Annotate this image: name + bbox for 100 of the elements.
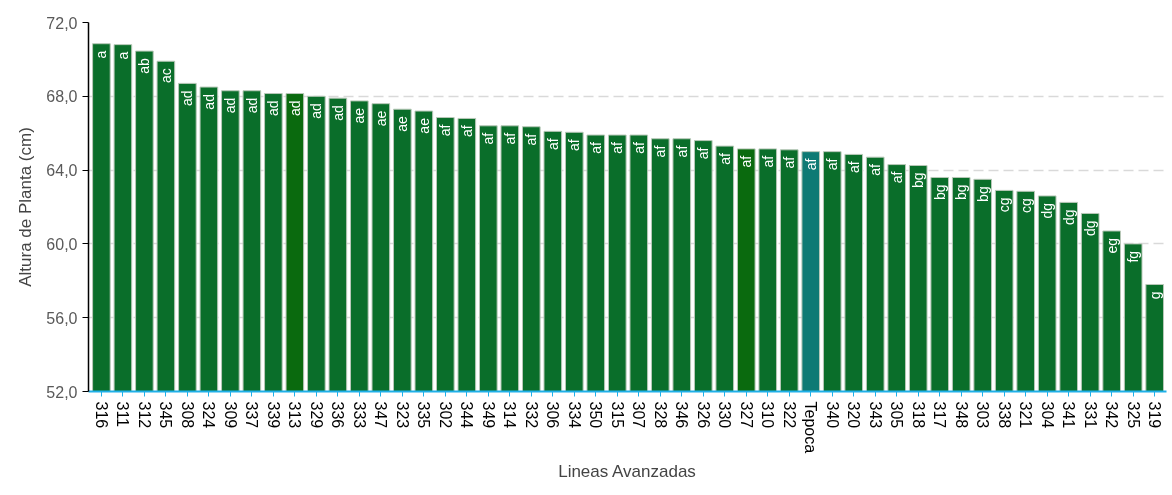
x-tick-label: 339 <box>264 401 282 429</box>
x-tick-label: 325 <box>1124 401 1142 429</box>
data-label: ad <box>222 97 239 114</box>
data-label: af <box>437 124 454 137</box>
data-label: a <box>93 50 110 59</box>
x-tick-label: 304 <box>1038 401 1056 429</box>
data-label: bg <box>931 184 948 201</box>
x-tick-label: 343 <box>866 401 884 429</box>
data-label: af <box>845 161 862 174</box>
data-label: af <box>716 153 733 165</box>
x-tick-label: 346 <box>673 401 691 429</box>
x-tick-label: 327 <box>737 401 755 429</box>
x-tick-label: 321 <box>1017 401 1035 429</box>
data-label: af <box>781 156 798 169</box>
data-label: af <box>544 138 561 151</box>
x-tick-label: 341 <box>1060 401 1078 429</box>
data-label: af <box>695 147 712 160</box>
x-tick-label: 336 <box>329 401 347 429</box>
data-label: cg <box>1017 198 1034 214</box>
data-label: ae <box>372 110 389 127</box>
x-tick-label: 313 <box>286 401 304 429</box>
x-tick-label: 324 <box>200 401 218 429</box>
data-label: af <box>652 145 669 158</box>
data-label: af <box>523 133 540 146</box>
x-tick-label: 322 <box>780 401 798 429</box>
data-label: af <box>802 158 819 171</box>
data-label: ad <box>243 97 260 114</box>
data-label: cg <box>996 197 1013 213</box>
data-label: bg <box>910 172 927 189</box>
y-tick-label: 60,0 <box>46 235 78 253</box>
data-label: bg <box>953 184 970 201</box>
x-tick-label: 331 <box>1081 401 1099 429</box>
x-tick-label: 340 <box>823 401 841 429</box>
x-tick-label: 306 <box>544 401 562 429</box>
data-label: ae <box>351 107 368 124</box>
data-label: ab <box>136 57 153 74</box>
x-tick-label: 348 <box>952 401 970 429</box>
data-label: ad <box>265 100 282 117</box>
x-tick-label: 335 <box>415 401 433 429</box>
x-tick-label: 311 <box>114 401 132 428</box>
x-tick-label: 345 <box>157 401 175 429</box>
x-tick-label: 312 <box>135 401 153 429</box>
data-label: eg <box>1103 237 1120 254</box>
x-tick-label: 350 <box>587 401 605 429</box>
data-label: af <box>458 125 475 138</box>
data-label: ad <box>308 103 325 119</box>
y-axis-title: Altura de Planta (cm) <box>16 127 36 287</box>
data-label: af <box>480 132 497 145</box>
x-tick-label: 315 <box>608 401 626 429</box>
data-label: af <box>566 139 583 151</box>
data-label: bg <box>974 186 991 202</box>
data-label: af <box>824 158 841 171</box>
x-tick-label: 332 <box>522 401 540 429</box>
x-tick-label: 334 <box>565 401 583 429</box>
y-tick-label: 52,0 <box>46 383 78 401</box>
x-tick-label: 338 <box>995 401 1013 429</box>
data-label: fg <box>1125 250 1142 263</box>
x-tick-label: 330 <box>716 401 734 429</box>
data-label: af <box>867 164 884 176</box>
x-tick-label: 323 <box>393 401 411 429</box>
y-tick-label: 56,0 <box>46 309 78 327</box>
x-tick-label: 303 <box>974 401 992 429</box>
x-tick-label: 333 <box>350 401 368 429</box>
x-tick-label: 320 <box>845 401 863 429</box>
data-label: af <box>673 145 690 158</box>
x-tick-label: 305 <box>888 401 906 429</box>
data-label: ae <box>415 117 432 134</box>
x-tick-label: 329 <box>307 401 325 429</box>
y-tick-label: 64,0 <box>46 162 78 180</box>
x-tick-label: 302 <box>436 401 454 429</box>
x-axis-title: Lineas Avanzadas <box>558 462 696 482</box>
data-label: g <box>1146 291 1163 300</box>
x-tick-label: 319 <box>1146 401 1164 429</box>
data-label: dg <box>1060 209 1077 225</box>
y-tick-label: 72,0 <box>46 14 78 32</box>
data-label: af <box>888 171 905 184</box>
data-label: dg <box>1082 220 1099 237</box>
x-tick-label: 308 <box>178 401 196 429</box>
data-label: ae <box>394 116 411 132</box>
data-label: af <box>759 155 776 168</box>
y-tick-label: 68,0 <box>46 88 78 106</box>
x-tick-label: 337 <box>243 401 261 429</box>
x-tick-label: 317 <box>931 401 949 429</box>
data-label: af <box>587 141 604 154</box>
data-label: ad <box>286 100 303 117</box>
x-tick-label: 328 <box>651 401 669 429</box>
data-label: ad <box>329 105 346 121</box>
x-tick-label: 344 <box>458 401 476 429</box>
x-tick-label: 309 <box>221 401 239 429</box>
x-tick-label: 314 <box>501 401 519 429</box>
data-label: ac <box>157 68 174 84</box>
x-tick-label: Tepoca <box>802 401 820 454</box>
data-label: ad <box>179 90 196 106</box>
data-label: af <box>609 141 626 154</box>
data-label: dg <box>1039 202 1056 219</box>
x-tick-label: 318 <box>909 401 927 429</box>
x-tick-label: 349 <box>479 401 497 429</box>
data-label: af <box>501 132 518 145</box>
data-label: af <box>738 155 755 168</box>
data-label: af <box>630 141 647 154</box>
